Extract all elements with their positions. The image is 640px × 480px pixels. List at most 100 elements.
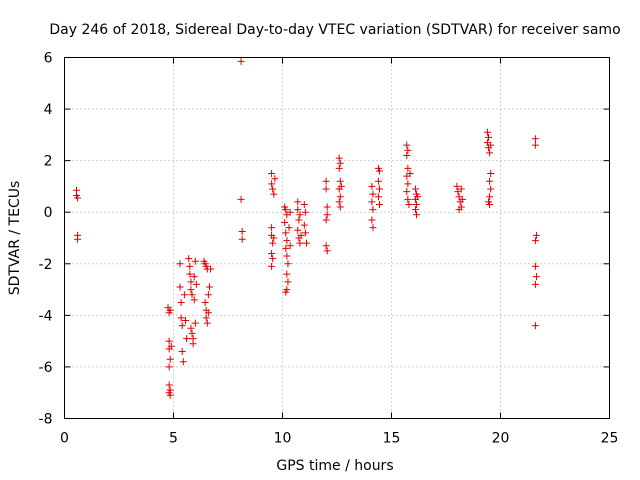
data-point: [187, 286, 195, 294]
data-point: [238, 235, 246, 243]
data-point: [485, 133, 493, 141]
data-point: [166, 306, 174, 314]
data-point: [178, 347, 186, 355]
data-point: [204, 291, 212, 299]
data-point: [369, 206, 377, 214]
data-point: [281, 219, 289, 227]
y-tick-label: -8: [39, 412, 53, 428]
data-point: [368, 216, 376, 224]
data-point: [323, 247, 331, 255]
data-point: [487, 170, 495, 178]
x-tick-label: 15: [383, 431, 401, 447]
data-point: [74, 194, 82, 202]
data-point: [191, 257, 199, 265]
data-point: [270, 234, 278, 242]
data-point: [531, 262, 539, 270]
y-tick-label: 4: [44, 102, 53, 118]
data-point: [404, 146, 412, 154]
data-point: [336, 177, 344, 185]
data-points: [72, 57, 540, 399]
data-point: [297, 231, 305, 239]
data-point: [323, 211, 331, 219]
data-point: [294, 206, 302, 214]
data-point: [414, 193, 422, 201]
data-point: [192, 280, 200, 288]
data-point: [165, 363, 173, 371]
y-axis-label: SDTVAR / TECUs: [7, 181, 23, 296]
data-point: [166, 355, 174, 363]
data-point: [486, 193, 494, 201]
data-point: [269, 239, 277, 247]
data-point: [335, 198, 343, 206]
data-point: [167, 342, 175, 350]
data-point: [405, 200, 413, 208]
data-point: [453, 182, 461, 190]
data-point: [268, 262, 276, 270]
data-point: [486, 149, 494, 157]
data-point: [179, 358, 187, 366]
data-point: [322, 177, 330, 185]
data-point: [406, 170, 414, 178]
data-point: [285, 224, 293, 232]
data-point: [282, 206, 290, 214]
data-point: [188, 329, 196, 337]
data-point: [282, 229, 290, 237]
data-point: [187, 278, 195, 286]
data-point: [300, 221, 308, 229]
data-point: [185, 255, 193, 263]
data-point: [282, 244, 290, 252]
data-point: [296, 239, 304, 247]
y-tick-label: 0: [44, 205, 53, 221]
data-point: [74, 235, 82, 243]
data-point: [165, 337, 173, 345]
data-point: [165, 381, 173, 389]
data-point: [186, 270, 194, 278]
data-point: [237, 57, 245, 65]
data-point: [187, 324, 195, 332]
y-tick-label: -4: [39, 308, 53, 324]
data-point: [376, 200, 384, 208]
data-point: [532, 273, 540, 281]
data-point: [286, 242, 294, 250]
data-point: [203, 319, 211, 327]
data-point: [268, 224, 276, 232]
x-tick-label: 20: [492, 431, 510, 447]
data-point: [283, 270, 291, 278]
data-point: [368, 198, 376, 206]
data-point: [177, 314, 185, 322]
data-point: [286, 208, 294, 216]
data-point: [201, 298, 209, 306]
data-point: [284, 260, 292, 268]
data-point: [269, 185, 277, 193]
data-point: [322, 242, 330, 250]
data-point: [335, 154, 343, 162]
data-point: [202, 314, 210, 322]
data-point: [368, 182, 376, 190]
data-point: [181, 317, 189, 325]
grid-layer: [64, 57, 610, 419]
data-point: [294, 226, 302, 234]
data-point: [403, 141, 411, 149]
data-point: [189, 340, 197, 348]
data-point: [486, 200, 494, 208]
data-point: [177, 298, 185, 306]
data-point: [369, 224, 377, 232]
data-point: [336, 203, 344, 211]
data-point: [322, 216, 330, 224]
data-point: [283, 237, 291, 245]
data-point: [296, 211, 304, 219]
data-point: [376, 185, 384, 193]
data-point: [374, 177, 382, 185]
data-point: [269, 255, 277, 263]
data-point: [457, 185, 465, 193]
data-point: [191, 319, 199, 327]
data-point: [404, 164, 412, 172]
data-point: [183, 335, 191, 343]
data-point: [458, 195, 466, 203]
y-tick-label: -2: [39, 257, 53, 273]
y-tick-label: 2: [44, 154, 53, 170]
data-point: [271, 175, 279, 183]
data-point: [532, 231, 540, 239]
x-axis-label: GPS time / hours: [276, 458, 393, 474]
